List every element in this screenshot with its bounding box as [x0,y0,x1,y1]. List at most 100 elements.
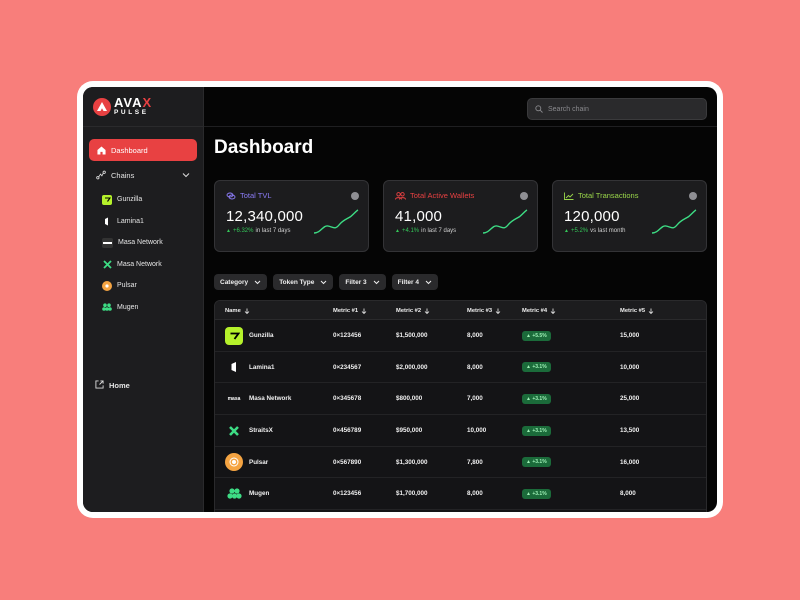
sort-arrow-icon [361,308,367,314]
filter-token-type-dropdown[interactable]: Token Type [273,274,334,290]
cell-metric-4: ▲ +5.5% [522,320,551,351]
change-badge: ▲ +3.1% [522,362,551,373]
change-badge-value: +3.1% [532,459,547,466]
stat-card-tvl[interactable]: Total TVL 12,340,000 ▲ +6.32% in last 7 … [214,180,369,252]
filter-label: Filter 3 [345,278,367,286]
table-row[interactable]: Mugen 0×123456 $1,700,000 8,000 ▲ +3.1% … [215,478,706,511]
column-header-name[interactable]: Name [225,301,250,320]
column-header-metric-4[interactable]: Metric #4 [522,301,556,320]
column-header-metric-5[interactable]: Metric #5 [620,301,654,320]
cell-metric-2: $950,000 [396,427,423,435]
cell-metric-5: 16,000 [620,458,640,466]
chevron-down-icon[interactable] [182,171,190,180]
sidebar: AVAX PULSE Dashboard Chains [83,87,204,512]
brand-logo[interactable]: AVAX PULSE [83,87,203,127]
cell-name: StraitsX [225,415,273,446]
cell-name: Gunzilla [225,320,274,351]
cell-name-text: StraitsX [249,427,273,435]
gunzilla-logo-icon [102,194,112,205]
cell-name-text: Pulsar [249,458,269,466]
sort-arrow-icon [495,308,501,314]
filter-label: Token Type [279,278,315,286]
cell-metric-1: 0×123456 [333,490,362,498]
filter-4-dropdown[interactable]: Filter 4 [391,274,438,290]
sidebar-item-mugen[interactable]: Mugen [89,297,197,319]
cell-name-text: Masa Network [249,395,292,403]
stat-card-value: 120,000 [564,208,620,225]
info-dot-icon[interactable] [689,192,697,200]
info-dot-icon[interactable] [520,192,528,200]
table-row[interactable]: Lamina1 0×234567 $2,000,000 8,000 ▲ +3.1… [215,352,706,384]
cell-metric-4: ▲ +3.1% [522,478,551,509]
filter-category-dropdown[interactable]: Category [214,274,268,290]
sidebar-item-home[interactable]: Home [95,380,130,391]
column-header-label: Metric #3 [467,307,493,314]
filter-label: Filter 4 [397,278,419,286]
stat-card-active-wallets[interactable]: Total Active Wallets 41,000 ▲ +4.1% in l… [383,180,538,252]
column-header-metric-3[interactable]: Metric #3 [467,301,501,320]
cell-metric-3: 8,000 [467,490,483,498]
change-badge-value: +3.1% [532,395,547,402]
brand-name-b: X [142,95,153,111]
masa-logo-icon [102,237,113,248]
masa-logo-text: masa [227,395,241,402]
pulsar-logo-icon [225,453,243,472]
cell-metric-5: 25,000 [620,395,640,403]
cell-name-text: Lamina1 [249,363,275,371]
chains-icon [96,170,106,180]
search-input[interactable]: Search chain [527,98,707,120]
sidebar-item-masa-network-2[interactable]: Masa Network [89,254,197,276]
stat-card-change: +6.32% [232,228,254,234]
change-badge-value: +5.5% [532,332,547,339]
stat-cards: Total TVL 12,340,000 ▲ +6.32% in last 7 … [214,180,707,252]
filter-bar: Category Token Type Filter 3 Filter 4 [214,274,438,290]
change-badge-value: +3.1% [532,364,547,371]
sidebar-item-chains[interactable]: Chains [89,164,197,186]
cell-metric-2: $1,500,000 [396,332,428,339]
sidebar-item-gunzilla[interactable]: Gunzilla [89,189,197,211]
stat-card-transactions[interactable]: Total Transactions 120,000 ▲ +5.2% vs la… [552,180,707,252]
avax-logo-icon [93,97,111,116]
table-row[interactable]: Gunzilla 0×123456 $1,500,000 8,000 ▲ +5.… [215,320,706,352]
trend-up-icon: ▲ [395,228,400,234]
column-header-label: Metric #1 [333,307,359,314]
sort-arrow-icon [550,308,556,314]
change-badge-value: +3.1% [532,427,547,434]
table-row[interactable]: Pulsar 0×567890 $1,300,000 7,800 ▲ +3.1%… [215,447,706,479]
sidebar-item-masa-network[interactable]: Masa Network [89,232,197,254]
sidebar-item-label: Dashboard [111,145,148,155]
column-header-metric-2[interactable]: Metric #2 [396,301,430,320]
mugen-logo-icon [102,302,112,312]
cell-name: Pulsar [225,447,268,478]
chevron-down-icon [373,280,380,285]
info-dot-icon[interactable] [351,192,359,200]
cell-metric-3: 10,000 [467,427,487,435]
table-row[interactable]: masa Masa Network 0×345678 $800,000 7,00… [215,383,706,416]
external-link-icon [95,380,104,391]
table-row[interactable]: StraitsX 0×456789 $950,000 10,000 ▲ +3.1… [215,415,706,447]
column-header-label: Metric #5 [620,307,646,314]
chevron-down-icon [254,280,261,285]
column-header-metric-1[interactable]: Metric #1 [333,301,367,320]
stat-card-period: in last 7 days [255,228,291,234]
filter-3-dropdown[interactable]: Filter 3 [339,274,386,290]
cell-metric-1: 0×234567 [333,363,362,371]
main-content: Search chain Dashboard Total TVL 12,340,… [204,87,717,512]
sidebar-item-lamina1[interactable]: Lamina1 [89,211,197,233]
change-badge: ▲ +5.5% [522,330,551,341]
mugen-logo-icon [225,485,243,503]
stat-card-title: Total Transactions [578,191,639,200]
sidebar-item-label: Masa Network [118,239,163,247]
stat-card-title: Total TVL [240,191,272,200]
sidebar-item-dashboard[interactable]: Dashboard [89,139,197,161]
stat-card-value: 12,340,000 [226,208,304,225]
home-icon [96,145,106,155]
change-badge: ▲ +3.1% [522,393,551,404]
sidebar-item-pulsar[interactable]: Pulsar [89,275,197,297]
cell-metric-5: 10,000 [620,363,640,371]
cell-metric-1: 0×456789 [333,427,362,435]
sort-arrow-icon [424,308,430,314]
change-badge: ▲ +3.1% [522,425,551,436]
table-header: Name Metric #1 Metric #2 Metric #3 Metri… [215,301,706,320]
straitsx-logo-icon [225,422,243,440]
